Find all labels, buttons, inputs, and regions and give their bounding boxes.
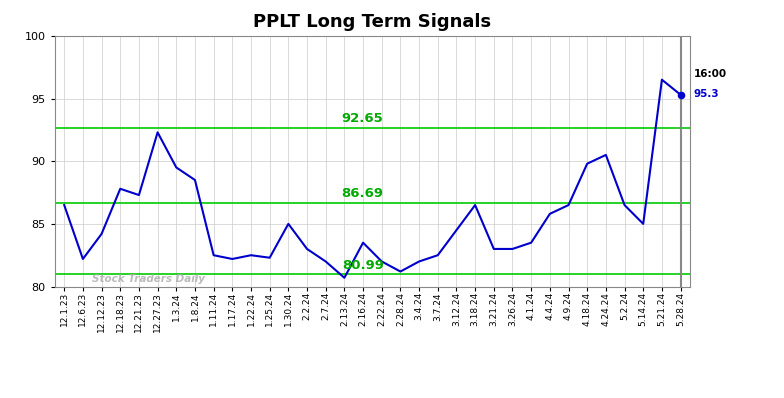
Text: 95.3: 95.3: [694, 89, 719, 99]
Point: [674, 92, 687, 98]
Text: 16:00: 16:00: [694, 69, 727, 79]
Title: PPLT Long Term Signals: PPLT Long Term Signals: [253, 14, 492, 31]
Text: 92.65: 92.65: [342, 112, 383, 125]
Text: Stock Traders Daily: Stock Traders Daily: [93, 274, 205, 284]
Text: 80.99: 80.99: [342, 259, 383, 271]
Text: 86.69: 86.69: [342, 187, 383, 200]
